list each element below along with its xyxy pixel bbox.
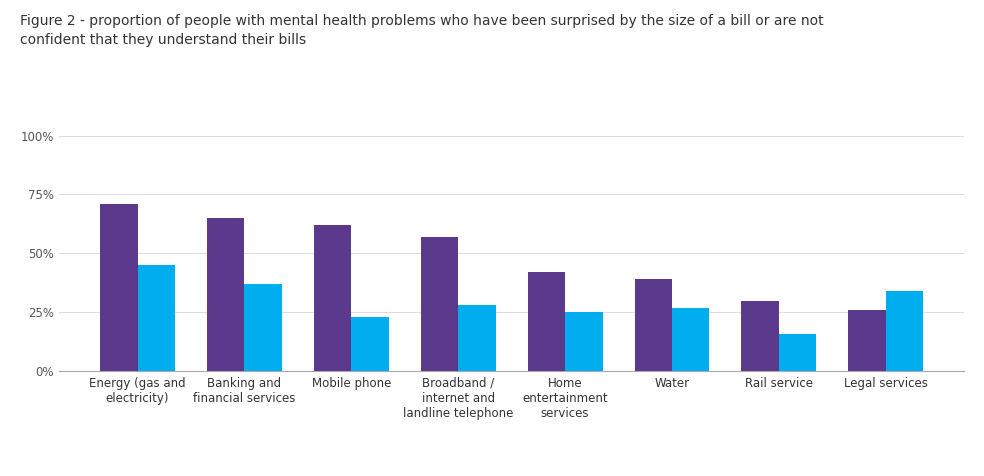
- Bar: [314, 225, 351, 371]
- Bar: [351, 317, 389, 371]
- Bar: [848, 310, 886, 371]
- Bar: [672, 307, 709, 371]
- Bar: [207, 218, 244, 371]
- Bar: [527, 272, 565, 371]
- Bar: [565, 312, 602, 371]
- Bar: [244, 284, 281, 371]
- Bar: [100, 204, 138, 371]
- Bar: [742, 300, 779, 371]
- Bar: [635, 279, 672, 371]
- Bar: [138, 265, 175, 371]
- Bar: [421, 237, 459, 371]
- Bar: [779, 334, 817, 371]
- Bar: [886, 291, 923, 371]
- Bar: [459, 305, 496, 371]
- Text: Figure 2 - proportion of people with mental health problems who have been surpri: Figure 2 - proportion of people with men…: [20, 14, 824, 47]
